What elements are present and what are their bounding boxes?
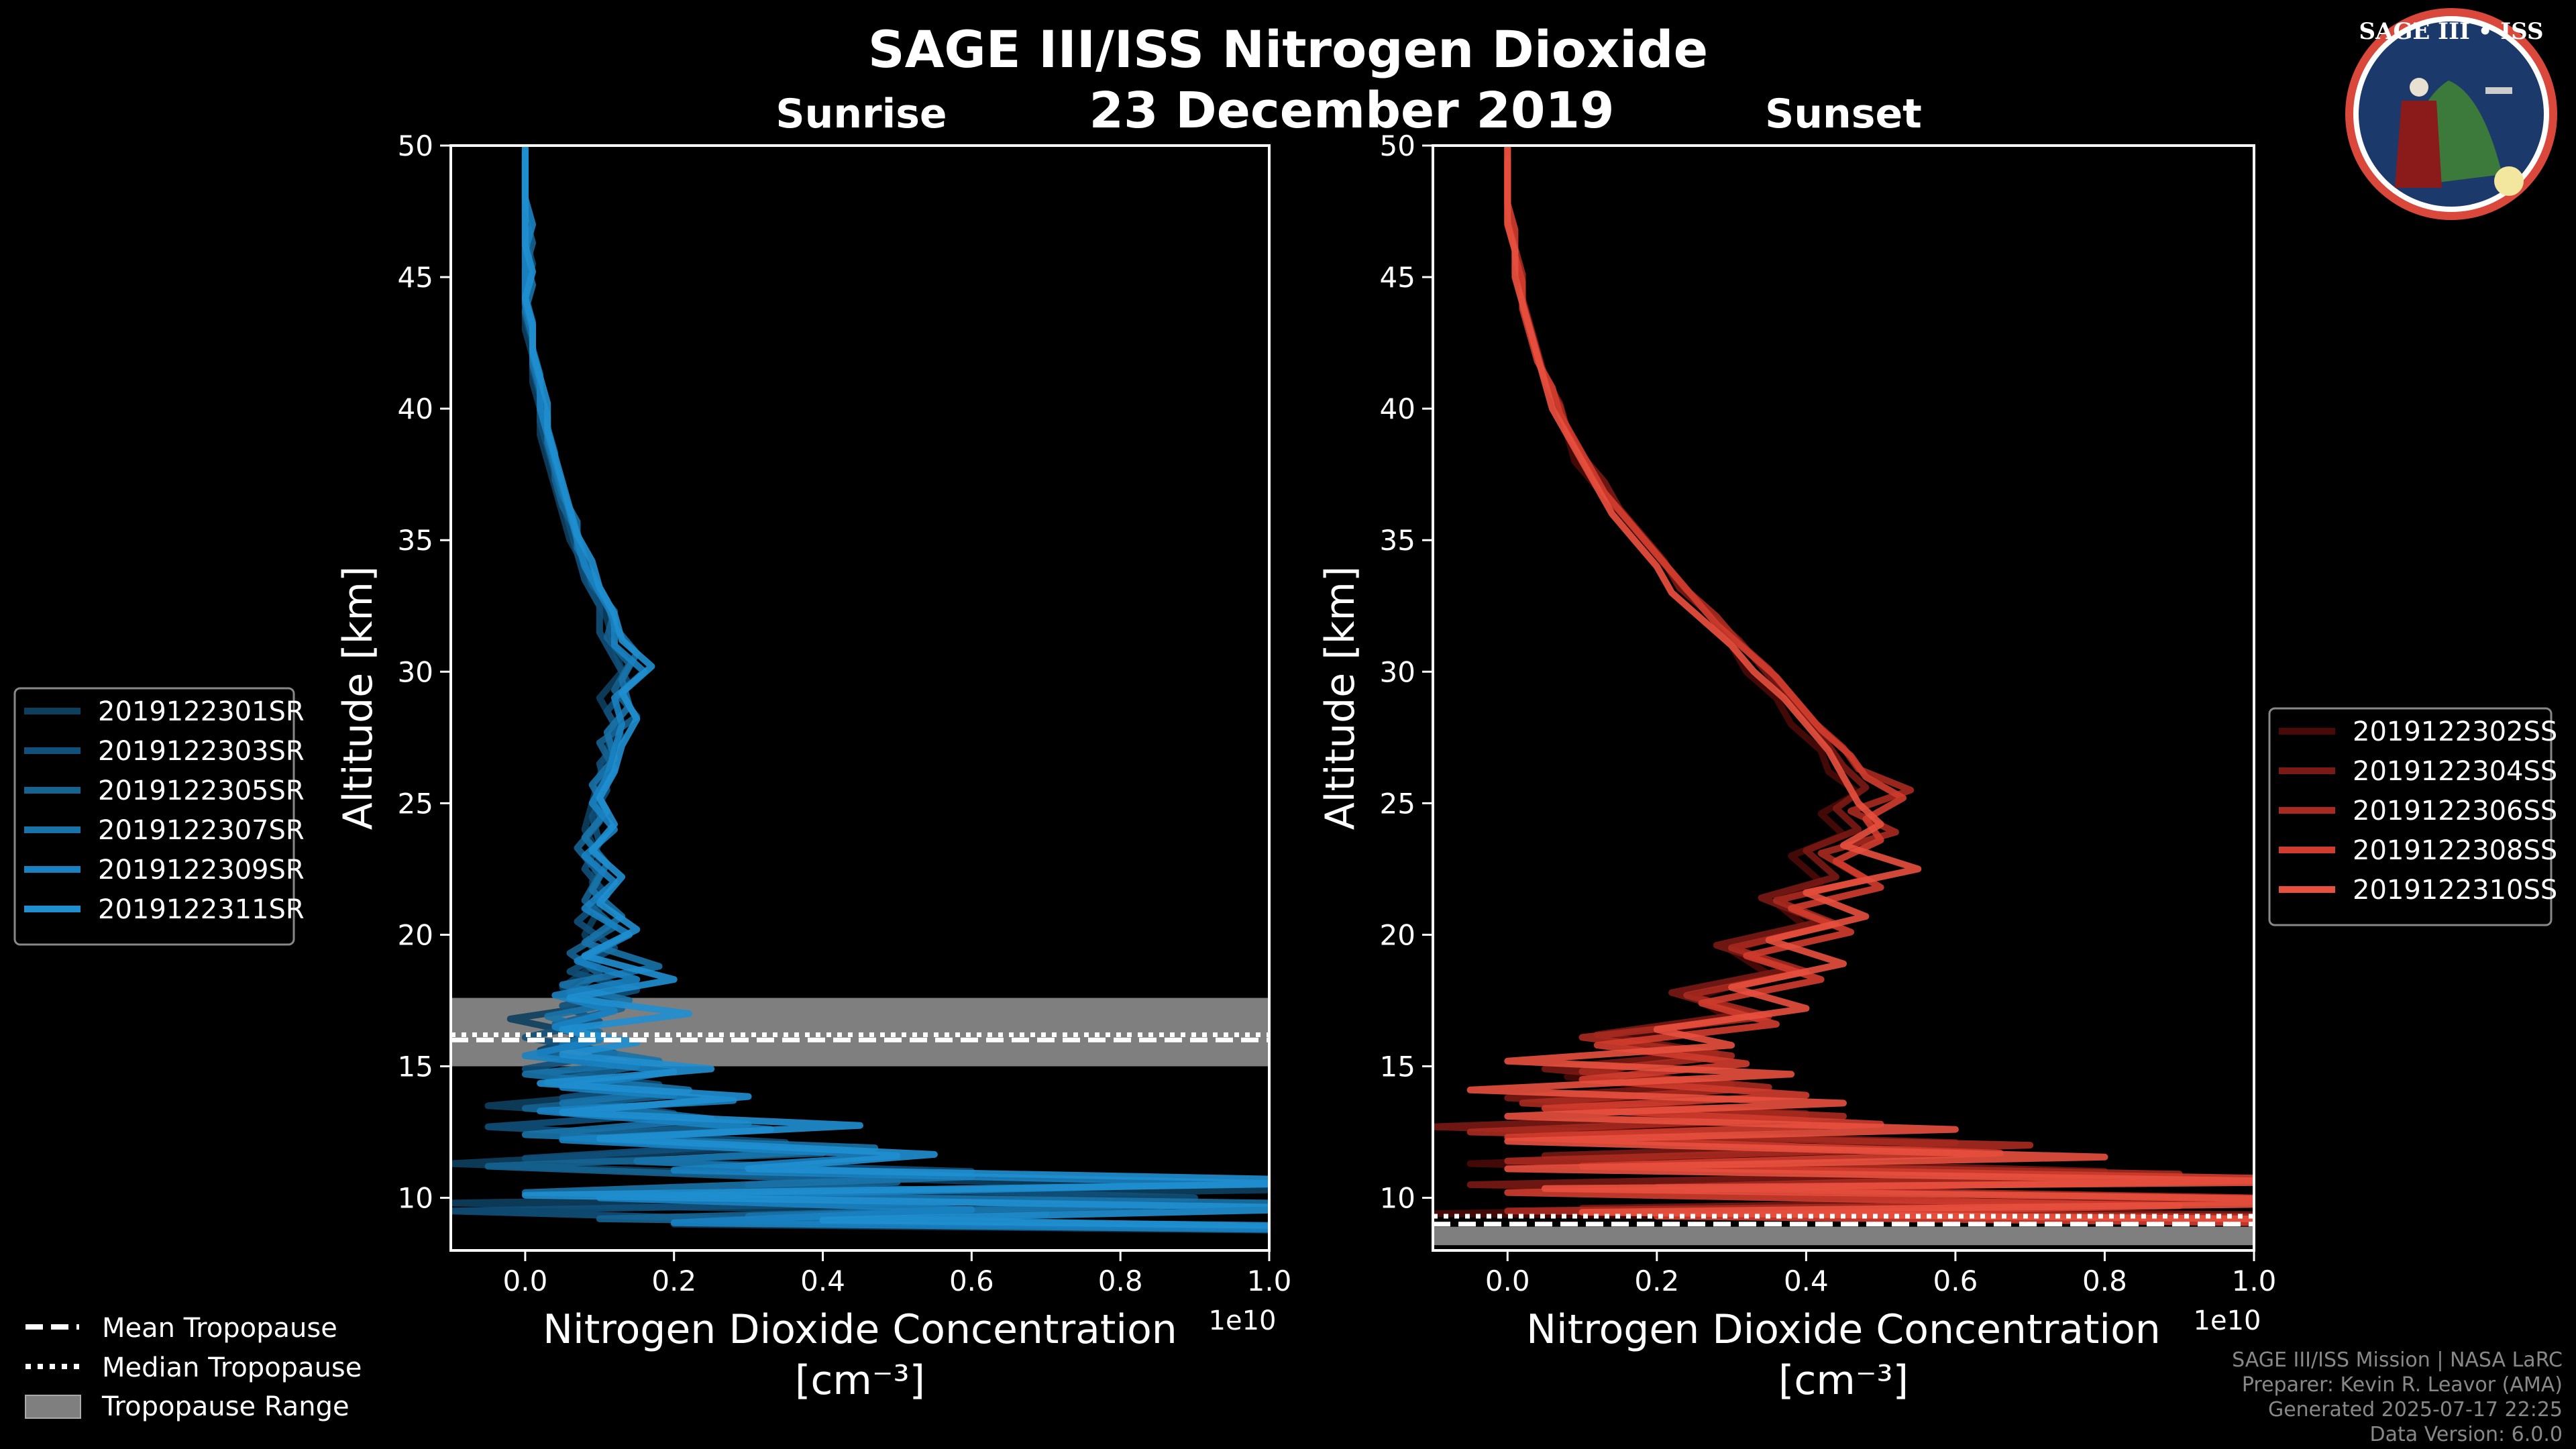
y-tick-label: 50 — [398, 129, 433, 162]
sage-iii-iss-logo: SAGE III • ISS — [2345, 8, 2557, 220]
x-tick-label: 0.6 — [949, 1265, 994, 1297]
y-tick-label: 40 — [398, 392, 433, 425]
y-tick-label: 25 — [398, 787, 433, 820]
axes-frame — [1432, 144, 2255, 1252]
sunset-plot: 0.0 0.2 0.4 0.6 0.8 1.0 10 15 20 25 30 35 40 45 50 1e10… — [1317, 129, 2277, 1404]
astronomer-head — [2410, 78, 2428, 97]
y-tick-label: 25 — [1380, 787, 1415, 820]
y-tick-label: 30 — [398, 655, 433, 688]
x-tick-label: 1.0 — [1247, 1265, 1292, 1297]
axes-frame — [449, 144, 1271, 1252]
plot-area — [1433, 146, 2254, 1246]
credit-mission: SAGE III/ISS Mission | NASA LaRC — [2232, 1348, 2563, 1372]
y-tick-label: 35 — [398, 524, 433, 557]
x-scale-factor: 1e10 — [1209, 1305, 1277, 1336]
sunrise-plot: 0.0 0.2 0.4 0.6 0.8 1.0 10 15 20 25 30 35 40 45 50 1e10… — [335, 129, 1292, 1404]
series-line-2019122311SR — [521, 146, 1269, 1229]
x-tick-label: 0.4 — [800, 1265, 845, 1297]
y-tick-label: 45 — [1380, 261, 1415, 294]
x-axis-units: [cm⁻³] — [1778, 1357, 1909, 1404]
legend-box — [2268, 707, 2553, 926]
tropopause-legend: Mean Tropopause Median Tropopause Tropop… — [25, 1313, 362, 1422]
figure-date: 23 December 2019 — [1089, 82, 1615, 140]
tropopause-range-label: Tropopause Range — [101, 1391, 350, 1422]
y-tick-label: 15 — [398, 1051, 433, 1083]
x-tick-label: 0.4 — [1784, 1265, 1829, 1297]
legend-entry: 2019122301SR — [98, 696, 305, 727]
credit-preparer: Preparer: Kevin R. Leavor (AMA) — [2242, 1373, 2563, 1397]
y-tick-label: 45 — [398, 261, 433, 294]
x-tick-label: 0.0 — [1485, 1265, 1530, 1297]
panel-title-sunrise: Sunrise — [775, 91, 947, 138]
legend-entry: 2019122303SR — [98, 736, 305, 767]
legend-entry: 2019122306SS — [2353, 796, 2557, 826]
figure-title: SAGE III/ISS Nitrogen Dioxide — [868, 19, 1708, 79]
median-tropopause-label: Median Tropopause — [102, 1352, 362, 1383]
panel-title-sunset: Sunset — [1765, 91, 1922, 138]
y-tick-label: 30 — [1380, 655, 1415, 688]
y-tick-label: 15 — [1380, 1051, 1415, 1083]
legend-entry: 2019122302SS — [2353, 716, 2557, 747]
y-axis-label: Altitude [km] — [335, 566, 382, 830]
x-tick-label: 0.8 — [2082, 1265, 2127, 1297]
sunset-legend: 2019122302SS 2019122304SS 2019122306SS 2019… — [2268, 707, 2557, 926]
tropopause-range-band — [1433, 1226, 2254, 1246]
astronomer-robe — [2395, 101, 2442, 188]
credit-generated: Generated 2025-07-17 22:25 — [2268, 1398, 2563, 1421]
y-tick-label: 10 — [1380, 1182, 1415, 1215]
series-line-2019122310SS — [1466, 146, 2254, 1223]
legend-entry: 2019122304SS — [2353, 756, 2557, 787]
x-axis-units: [cm⁻³] — [795, 1357, 925, 1404]
x-scale-factor: 1e10 — [2194, 1305, 2261, 1336]
y-tick-label: 35 — [1380, 524, 1415, 557]
x-tick-label: 0.2 — [651, 1265, 696, 1297]
legend-box — [13, 687, 295, 946]
mean-tropopause-label: Mean Tropopause — [102, 1313, 337, 1344]
x-tick-label: 0.2 — [1634, 1265, 1679, 1297]
y-tick-label: 50 — [1380, 129, 1415, 162]
plot-area — [451, 146, 1269, 1234]
iss-icon — [2485, 87, 2512, 94]
logo-text: SAGE III • ISS — [2359, 18, 2543, 45]
x-tick-label: 0.6 — [1933, 1265, 1978, 1297]
credits: SAGE III/ISS Mission | NASA LaRC Prepare… — [2232, 1348, 2563, 1446]
legend-entry: 2019122305SR — [98, 775, 305, 806]
legend-entry: 2019122310SS — [2353, 875, 2557, 906]
tropopause-range-swatch — [25, 1395, 81, 1419]
credit-data-version: Data Version: 6.0.0 — [2370, 1423, 2563, 1446]
y-tick-label: 40 — [1380, 392, 1415, 425]
sun-icon — [2494, 166, 2524, 196]
legend-entry: 2019122309SR — [98, 855, 305, 885]
x-axis-label: Nitrogen Dioxide Concentration — [1526, 1306, 2161, 1353]
x-tick-label: 0.0 — [503, 1265, 548, 1297]
sunrise-legend: 2019122301SR 2019122303SR 2019122305SR 2019… — [13, 687, 305, 946]
legend-entry: 2019122308SS — [2353, 835, 2557, 866]
y-tick-label: 10 — [398, 1182, 433, 1215]
y-axis-label: Altitude [km] — [1317, 566, 1364, 830]
x-tick-label: 0.8 — [1098, 1265, 1143, 1297]
x-tick-label: 1.0 — [2232, 1265, 2277, 1297]
x-axis-label: Nitrogen Dioxide Concentration — [543, 1306, 1177, 1353]
legend-entry: 2019122311SR — [98, 894, 305, 925]
y-tick-label: 20 — [398, 918, 433, 951]
y-tick-label: 20 — [1380, 918, 1415, 951]
legend-entry: 2019122307SR — [98, 815, 305, 846]
